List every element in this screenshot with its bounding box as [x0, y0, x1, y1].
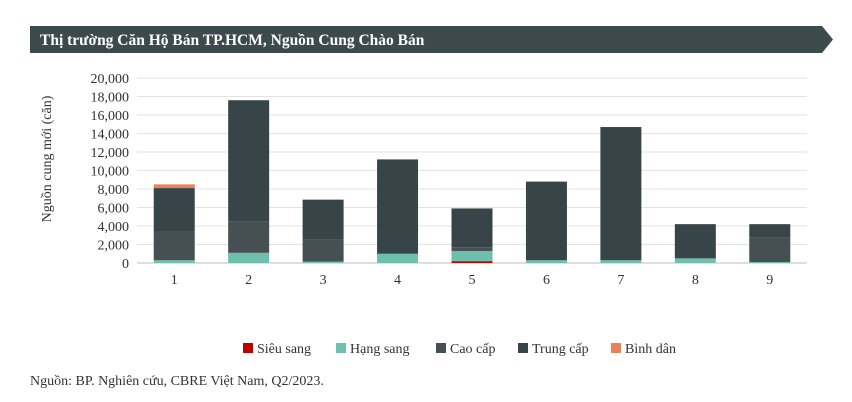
legend: Siêu sang Hạng sang Cao cấp Trung cấp Bình d…: [243, 342, 676, 357]
bar-segment: [228, 252, 270, 263]
y-tick-label: 20,000: [91, 72, 130, 87]
bar-segment: [525, 181, 567, 261]
bar-segment: [451, 247, 493, 251]
x-tick-label: 4: [394, 273, 401, 288]
x-tick-label: 8: [692, 273, 699, 288]
x-tick-label: 9: [766, 273, 773, 288]
x-tick-label: 2: [245, 273, 252, 288]
bar-segment: [302, 199, 344, 240]
bar-segment: [451, 250, 493, 262]
bar-segment: [302, 239, 344, 262]
legend-swatch: [518, 343, 528, 353]
legend-label: Cao cấp: [450, 342, 495, 357]
bar-segment: [228, 221, 270, 253]
chart-title: Thị trường Căn Hộ Bán TP.HCM, Nguồn Cung…: [40, 32, 425, 49]
title-banner: [30, 26, 833, 53]
legend-label: Bình dân: [625, 342, 676, 357]
bar-segment: [600, 260, 642, 263]
x-tick-label: 1: [171, 273, 178, 288]
bar-segment: [749, 262, 791, 263]
legend-label: Hạng sang: [350, 342, 410, 357]
bar-segment: [153, 260, 195, 263]
x-tick-label: 7: [617, 273, 624, 288]
y-tick-label: 0: [122, 257, 129, 272]
legend-swatch: [243, 343, 253, 353]
bars: [153, 100, 791, 263]
bar-segment: [377, 159, 419, 254]
bar-segment: [674, 258, 716, 263]
x-tick-label: 5: [469, 273, 476, 288]
x-tick-label: 6: [543, 273, 550, 288]
legend-label: Trung cấp: [532, 342, 589, 357]
bar-segment: [451, 208, 493, 248]
bar-segment: [153, 188, 195, 232]
bar-segment: [525, 260, 567, 263]
y-tick-label: 6,000: [98, 202, 130, 217]
legend-swatch: [611, 343, 621, 353]
legend-swatch: [336, 343, 346, 353]
y-axis-ticks: 0 2,000 4,000 6,000 8,000 10,000 12,000 14,000 1…: [91, 72, 130, 272]
y-axis-label: Nguồn cung mới (căn): [40, 95, 55, 222]
bar-segment: [749, 224, 791, 238]
y-tick-label: 12,000: [91, 146, 130, 161]
bar-segment: [228, 100, 270, 222]
bar-segment: [153, 184, 195, 189]
bar-segment: [377, 253, 419, 263]
legend-swatch: [436, 343, 446, 353]
y-tick-label: 10,000: [91, 165, 130, 180]
y-tick-label: 4,000: [98, 220, 130, 235]
x-axis-ticks: 1 2 3 4 5 6 7 8 9: [171, 273, 774, 288]
bar-segment: [302, 261, 344, 263]
source-note: Nguồn: BP. Nghiên cứu, CBRE Việt Nam, Q2…: [30, 374, 324, 389]
bar-segment: [600, 127, 642, 261]
y-tick-label: 2,000: [98, 239, 130, 254]
x-tick-label: 3: [320, 273, 327, 288]
y-tick-label: 8,000: [98, 183, 130, 198]
bar-segment: [451, 261, 493, 263]
y-tick-label: 18,000: [91, 91, 130, 106]
y-tick-label: 16,000: [91, 109, 130, 124]
y-tick-label: 14,000: [91, 128, 130, 143]
legend-label: Siêu sang: [257, 342, 311, 357]
bar-segment: [153, 231, 195, 261]
bar-segment: [674, 224, 716, 259]
bar-segment: [749, 237, 791, 263]
